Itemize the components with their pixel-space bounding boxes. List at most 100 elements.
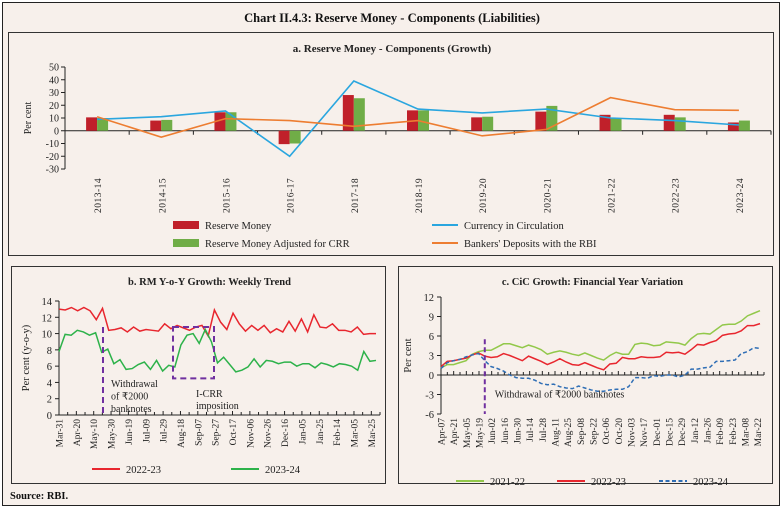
y-tick-label: 30 — [49, 88, 59, 99]
x-tick-label: 2021-22 — [608, 178, 618, 213]
x-tick-label: Nov-17 — [640, 418, 650, 447]
bar-rm-adjusted-crr — [161, 119, 173, 131]
x-tick-label: 2019-20 — [479, 178, 489, 213]
annotation-icrr-text: imposition — [196, 401, 239, 412]
x-tick-label: 2014-15 — [158, 178, 168, 213]
bar-rm-adjusted-crr — [97, 118, 109, 131]
x-tick-label: Aug-18 — [177, 419, 187, 448]
y-tick-label: 10 — [42, 330, 53, 341]
series-line-2023-24 — [58, 327, 377, 373]
x-tick-label: Mar-25 — [368, 419, 378, 448]
bar-reserve-money — [342, 95, 354, 131]
bar-rm-adjusted-crr — [546, 105, 558, 131]
x-tick-label: 2018-19 — [415, 178, 425, 213]
series-line-2022-23 — [58, 306, 376, 339]
x-tick-label: Jun-30 — [514, 418, 524, 444]
panel-b-chart: b. RM Y-o-Y Growth: Weekly Trend 0 2 4 6 8 10 1… — [21, 277, 381, 476]
y-tick-label: 20 — [49, 101, 59, 112]
y-tick-label: 12 — [424, 293, 435, 304]
legend-label: 2022-23 — [591, 477, 626, 485]
line-bankers-deposits — [96, 96, 739, 138]
legend-label: 2022-23 — [126, 465, 161, 476]
bar-reserve-money — [535, 111, 547, 131]
x-tick-label: Sep-22 — [590, 418, 600, 445]
y-tick-label: 2 — [47, 395, 52, 406]
y-tick-label: -20 — [46, 152, 59, 163]
bar-rm-adjusted-crr — [482, 116, 494, 131]
x-tick-label: Nov-26 — [264, 419, 274, 448]
legend-label: Currency in Circulation — [464, 221, 564, 232]
panel-c-chart: c. CiC Growth: Financial Year Variation -… — [403, 277, 765, 485]
annotation-withdrawal-text: Withdrawal of ₹2000 banknotes — [495, 390, 625, 401]
bar-reserve-money — [278, 130, 290, 145]
x-tick-label: 2017-18 — [351, 178, 361, 213]
y-tick-label: 9 — [429, 313, 434, 324]
series-line-2023-24 — [440, 346, 761, 392]
x-tick-label: Mar-31 — [56, 419, 66, 448]
x-tick-label: May-30 — [108, 419, 118, 449]
bar-rm-adjusted-crr — [353, 98, 365, 131]
y-tick-label: -6 — [425, 410, 434, 421]
x-tick-label: Jun-02 — [488, 418, 498, 444]
bar-reserve-money — [86, 117, 98, 131]
x-tick-label: 2016-17 — [287, 178, 297, 213]
x-tick-label: Apr-21 — [450, 418, 460, 445]
x-tick-label: Nov-03 — [628, 418, 638, 447]
x-tick-label: May-10 — [90, 419, 100, 449]
legend-label: 2021-22 — [490, 477, 525, 485]
x-tick-label: Sep-08 — [577, 418, 587, 445]
series-line-2022-23 — [440, 322, 761, 371]
legend-label: 2023-24 — [265, 465, 301, 476]
y-tick-label: 4 — [47, 378, 53, 389]
y-tick-label: 50 — [49, 63, 59, 74]
x-tick-label: Nov-06 — [246, 419, 256, 448]
x-tick-label: 2020-21 — [543, 178, 553, 213]
bar-rm-adjusted-crr — [610, 118, 622, 131]
x-tick-label: Dec-15 — [666, 418, 676, 446]
x-tick-label: Feb-23 — [729, 418, 739, 445]
annotation-icrr-text: I-CRR — [196, 389, 223, 400]
x-tick-label: Jan-05 — [298, 419, 308, 445]
bar-reserve-money — [471, 117, 483, 131]
bar-reserve-money — [599, 114, 611, 131]
annotation-icrr-box — [172, 326, 215, 380]
y-tick-label: -30 — [46, 165, 59, 176]
x-tick-label: Apr-07 — [438, 418, 448, 445]
annotation-withdrawal-text: banknotes — [111, 404, 152, 415]
chart-title: a. Reserve Money - Components (Growth) — [293, 43, 492, 55]
bar-rm-adjusted-crr — [418, 110, 429, 131]
bar-rm-adjusted-crr — [225, 112, 237, 131]
x-tick-label: Jan-25 — [316, 419, 326, 445]
legend-label: Reserve Money — [205, 221, 272, 232]
x-tick-label: Mar-05 — [350, 419, 360, 448]
legend-label: Bankers' Deposits with the RBI — [464, 239, 597, 250]
bar-rm-adjusted-crr — [738, 120, 750, 131]
x-tick-label: Dec-16 — [281, 419, 291, 447]
y-tick-label: 6 — [47, 362, 52, 373]
y-tick-label: 8 — [47, 346, 52, 357]
bar-reserve-money — [214, 112, 226, 131]
x-tick-label: Dec-29 — [678, 418, 688, 446]
panel-a: a. Reserve Money - Components (Growth) -3… — [8, 32, 774, 256]
x-tick-label: Mar-08 — [742, 418, 752, 447]
y-tick-label: 6 — [429, 332, 434, 343]
y-axis-label: Per cent (y-o-y) — [21, 324, 32, 391]
chart-title: c. CiC Growth: Financial Year Variation — [502, 277, 683, 288]
source-note: Source: RBI. — [10, 491, 69, 502]
x-tick-label: Oct-06 — [602, 418, 612, 445]
y-tick-label: 40 — [49, 75, 59, 86]
y-tick-label: 0 — [54, 126, 59, 137]
x-tick-label: Feb-09 — [716, 418, 726, 445]
figure-title: Chart II.4.3: Reserve Money - Components… — [244, 11, 540, 25]
y-tick-label: -3 — [425, 391, 434, 402]
x-tick-label: May-19 — [476, 418, 486, 448]
legend-label: Reserve Money Adjusted for CRR — [205, 239, 350, 250]
x-tick-label: 2023-24 — [736, 178, 746, 213]
x-tick-label: Sep-07 — [194, 419, 204, 446]
x-tick-label: Jan-26 — [704, 418, 714, 444]
x-tick-label: 2013-14 — [94, 178, 104, 213]
x-tick-label: Jul-28 — [539, 418, 549, 442]
y-tick-label: 3 — [429, 352, 434, 363]
x-tick-label: Sep-27 — [212, 419, 222, 446]
bar-rm-adjusted-crr — [674, 117, 686, 131]
